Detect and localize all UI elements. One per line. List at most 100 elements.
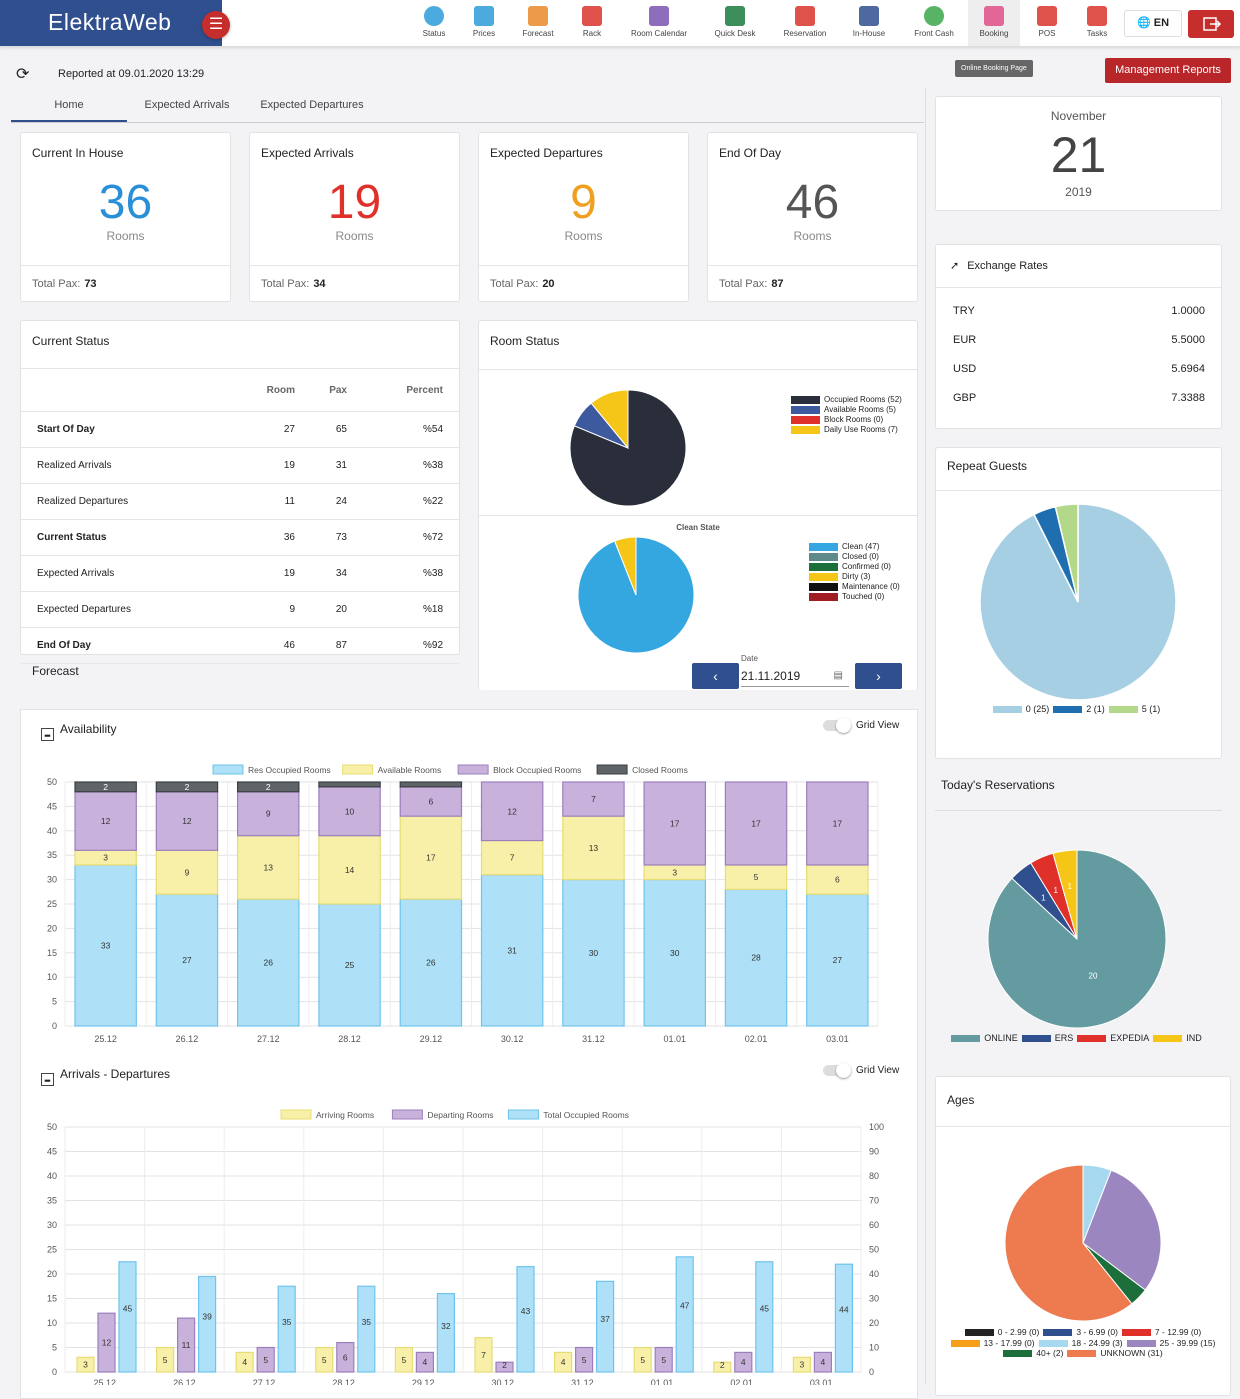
online-booking-page-button[interactable]: Online Booking Page	[955, 60, 1033, 77]
bar[interactable]	[495, 1361, 514, 1373]
bar[interactable]	[675, 1256, 694, 1373]
bar[interactable]	[76, 1356, 95, 1373]
tab-expected-arrivals[interactable]: Expected Arrivals	[144, 99, 230, 111]
bar[interactable]	[813, 1351, 833, 1373]
bar[interactable]	[198, 1275, 217, 1373]
bar-segment[interactable]	[724, 781, 788, 866]
grid-view-toggle-availability[interactable]: Grid View	[823, 718, 899, 733]
bar-segment[interactable]	[399, 815, 463, 900]
calendar-icon[interactable]: ▤	[833, 670, 843, 681]
language-selector[interactable]: 🌐 EN	[1124, 10, 1182, 37]
bar[interactable]	[436, 1293, 455, 1373]
bar-segment[interactable]	[318, 903, 381, 1027]
bar[interactable]	[118, 1261, 137, 1373]
bar[interactable]	[357, 1285, 376, 1373]
bar[interactable]	[474, 1337, 493, 1373]
bar[interactable]	[516, 1266, 535, 1373]
next-date-button[interactable]: ›	[855, 663, 902, 689]
logout-button[interactable]	[1188, 10, 1234, 38]
bar-segment[interactable]	[318, 781, 381, 788]
grid-view-toggle-arrdep[interactable]: Grid View	[823, 1063, 899, 1078]
bar-segment[interactable]	[562, 781, 625, 817]
toggle-switch[interactable]	[823, 1063, 851, 1078]
bar[interactable]	[235, 1351, 254, 1373]
bar[interactable]	[315, 1346, 334, 1373]
bar-segment[interactable]	[643, 879, 706, 1027]
nav-item-forecast[interactable]: Forecast	[518, 0, 558, 46]
nav-item-rack[interactable]: Rack	[575, 0, 609, 46]
bar-segment[interactable]	[237, 791, 300, 837]
legend-item: 40+ (2)	[1003, 1348, 1063, 1358]
bar-segment[interactable]	[806, 781, 869, 866]
bar-segment[interactable]	[155, 893, 219, 1027]
nav-item-quick-desk[interactable]: Quick Desk	[707, 0, 763, 46]
bar[interactable]	[713, 1361, 732, 1373]
bar[interactable]	[97, 1312, 116, 1373]
bar-segment[interactable]	[74, 864, 137, 1027]
pie-slice[interactable]	[1052, 849, 1078, 940]
pie-slice[interactable]	[1082, 1169, 1162, 1291]
bar[interactable]	[415, 1351, 434, 1373]
bar[interactable]	[755, 1261, 774, 1373]
bar-segment[interactable]	[318, 786, 381, 837]
date-input[interactable]: 21.11.2019 ▤	[741, 665, 849, 687]
bar-segment[interactable]	[237, 781, 300, 793]
bar-segment[interactable]	[643, 781, 706, 866]
bar[interactable]	[574, 1346, 594, 1373]
bar-segment[interactable]	[399, 898, 463, 1027]
tab-expected-departures[interactable]: Expected Departures	[260, 99, 364, 111]
tab-home[interactable]: Home	[11, 88, 127, 122]
bar-label: 6	[343, 1352, 348, 1362]
nav-item-pos[interactable]: POS	[1028, 0, 1066, 46]
bar-segment[interactable]	[155, 791, 219, 851]
nav-item-reservation[interactable]: Reservation	[776, 0, 834, 46]
bar-segment[interactable]	[480, 781, 544, 842]
bar-segment[interactable]	[806, 893, 869, 1027]
prev-date-button[interactable]: ‹	[692, 663, 739, 689]
refresh-icon[interactable]: ⟳	[16, 66, 30, 83]
bar-segment[interactable]	[480, 874, 544, 1027]
bar[interactable]	[553, 1351, 573, 1373]
nav-item-front-cash[interactable]: Front Cash	[905, 0, 963, 46]
bar[interactable]	[734, 1351, 753, 1373]
bar[interactable]	[394, 1346, 413, 1373]
nav-item-in-house[interactable]: In-House	[846, 0, 892, 46]
bar[interactable]	[156, 1346, 175, 1373]
brand-logo[interactable]: ElektraWeb	[0, 0, 222, 46]
bar[interactable]	[792, 1356, 812, 1373]
toggle-switch[interactable]	[823, 718, 851, 733]
bar-segment[interactable]	[562, 815, 625, 881]
bar[interactable]	[336, 1342, 355, 1373]
bar-segment[interactable]	[480, 839, 544, 876]
nav-item-prices[interactable]: Prices	[466, 0, 502, 46]
bar-segment[interactable]	[399, 781, 463, 788]
bar-segment[interactable]	[318, 835, 381, 905]
bar[interactable]	[177, 1317, 196, 1373]
nav-item-tasks[interactable]: Tasks	[1079, 0, 1115, 46]
nav-item-room-calendar[interactable]: Room Calendar	[624, 0, 694, 46]
bar-segment[interactable]	[74, 781, 137, 793]
management-reports-button[interactable]: Management Reports	[1105, 58, 1231, 83]
bar[interactable]	[256, 1346, 275, 1373]
nav-item-status[interactable]: Status	[419, 0, 449, 46]
bar[interactable]	[834, 1263, 854, 1373]
pie-slice[interactable]	[1004, 1164, 1133, 1322]
bar[interactable]	[654, 1346, 673, 1373]
pie-slice[interactable]	[1054, 503, 1079, 603]
bar-segment[interactable]	[155, 781, 219, 793]
menu-button[interactable]: ☰	[202, 11, 230, 39]
bar-segment[interactable]	[806, 864, 869, 895]
bar-segment[interactable]	[74, 791, 137, 851]
bar-segment[interactable]	[237, 898, 300, 1027]
legend-swatch	[1067, 1350, 1097, 1358]
pie-slice[interactable]	[613, 536, 637, 596]
bar-segment[interactable]	[399, 786, 463, 817]
nav-item-booking[interactable]: Booking	[968, 0, 1020, 46]
bar[interactable]	[277, 1285, 296, 1373]
bar-segment[interactable]	[724, 888, 788, 1027]
pie-slice[interactable]	[590, 389, 629, 450]
bar[interactable]	[595, 1280, 615, 1373]
legend-label: Res Occupied Rooms	[248, 765, 331, 775]
bar-segment[interactable]	[562, 879, 625, 1027]
bar[interactable]	[633, 1346, 652, 1373]
